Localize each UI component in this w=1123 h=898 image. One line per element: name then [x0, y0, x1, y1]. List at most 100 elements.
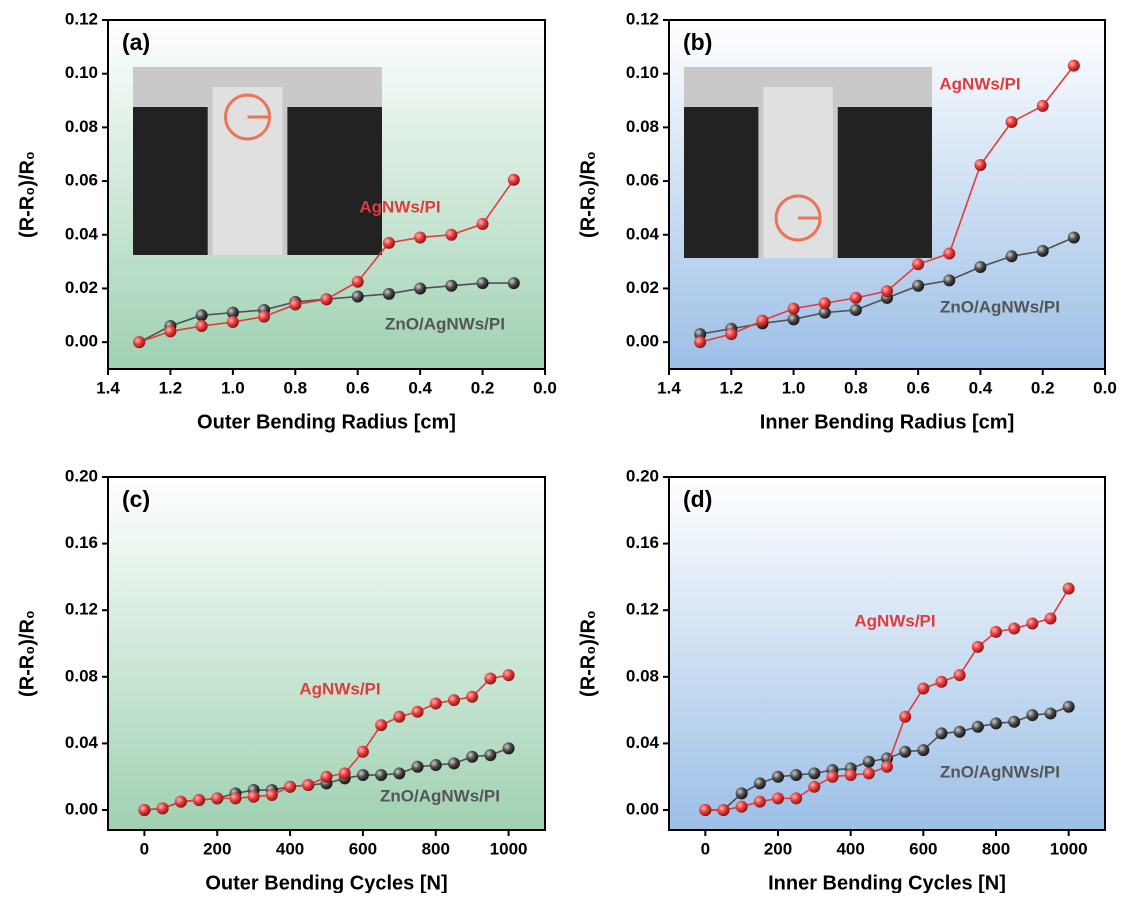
y-axis-label: (R-R₀)/R₀	[16, 610, 38, 697]
series-label: AgNWs/PI	[854, 611, 935, 630]
y-axis-label: (R-R₀)/R₀	[577, 151, 599, 238]
y-tick-label: 0.08	[65, 666, 98, 685]
data-point	[258, 310, 271, 323]
x-axis-label: Outer Bending Cycles [N]	[205, 872, 447, 893]
data-point	[943, 247, 956, 260]
data-point	[356, 745, 369, 758]
data-point	[818, 297, 831, 310]
data-point	[507, 277, 520, 290]
data-point	[284, 780, 297, 793]
data-point	[808, 767, 821, 780]
y-tick-label: 0.06	[65, 171, 98, 190]
data-point	[953, 669, 966, 682]
y-tick-label: 0.08	[626, 666, 659, 685]
y-tick-label: 0.10	[65, 63, 98, 82]
data-point	[138, 804, 151, 817]
data-point	[1026, 709, 1039, 722]
data-point	[917, 682, 930, 695]
data-point	[818, 306, 831, 319]
data-point	[195, 320, 208, 333]
data-point	[1008, 715, 1021, 728]
x-tick-label: 400	[836, 839, 864, 858]
data-point	[1036, 99, 1049, 112]
data-point	[414, 231, 427, 244]
x-tick-label: 0.4	[408, 378, 432, 397]
data-point	[862, 755, 875, 768]
x-tick-label: 0.4	[969, 378, 993, 397]
plot-frame	[107, 476, 546, 831]
x-tick-label: 200	[764, 839, 792, 858]
x-tick-label: 600	[349, 839, 377, 858]
data-point	[1067, 59, 1080, 72]
x-tick-label: 0.8	[283, 378, 307, 397]
inset-photo	[133, 67, 382, 255]
x-tick-label: 200	[203, 839, 231, 858]
series-label: AgNWs/PI	[299, 679, 380, 698]
data-point	[1062, 700, 1075, 713]
y-tick-label: 0.02	[626, 278, 659, 297]
data-point	[411, 760, 424, 773]
y-tick-label: 0.04	[65, 733, 99, 752]
x-axis-label: Outer Bending Radius [cm]	[197, 411, 456, 433]
x-tick-label: 600	[909, 839, 937, 858]
data-point	[943, 274, 956, 287]
series-label: AgNWs/PI	[359, 197, 440, 216]
panel-label: (c)	[122, 486, 150, 512]
series-label: ZnO/AgNWs/PI	[385, 314, 505, 333]
x-tick-label: 1.4	[657, 378, 681, 397]
data-point	[414, 282, 427, 295]
data-point	[917, 744, 930, 757]
data-point	[953, 725, 966, 738]
x-tick-label: 1000	[1050, 839, 1088, 858]
plot-frame	[668, 476, 1106, 831]
data-point	[484, 672, 497, 685]
y-tick-label: 0.00	[626, 800, 659, 819]
data-point	[247, 790, 260, 803]
film	[212, 87, 283, 255]
data-point	[699, 804, 712, 817]
clamp-right	[837, 107, 932, 258]
data-point	[289, 298, 302, 311]
data-point	[193, 794, 206, 807]
data-point	[1026, 617, 1039, 630]
data-point	[502, 742, 515, 755]
data-point	[351, 275, 364, 288]
data-point	[445, 228, 458, 241]
data-point	[1008, 622, 1021, 635]
data-point	[753, 777, 766, 790]
x-tick-label: 0.0	[533, 378, 557, 397]
plot-frame	[668, 19, 1106, 370]
x-tick-label: 0.6	[906, 378, 930, 397]
data-point	[735, 787, 748, 800]
y-tick-label: 0.16	[65, 533, 98, 552]
data-point	[484, 749, 497, 762]
x-tick-label: 0.6	[346, 378, 370, 397]
y-tick-label: 0.16	[626, 533, 659, 552]
data-point	[935, 675, 948, 688]
data-point	[211, 792, 224, 805]
data-point	[753, 795, 766, 808]
data-point	[466, 690, 479, 703]
x-axis-label: Inner Bending Cycles [N]	[768, 872, 1006, 893]
x-tick-label: 800	[982, 839, 1010, 858]
data-point	[787, 302, 800, 315]
data-point	[881, 752, 893, 765]
data-point	[912, 258, 925, 271]
y-tick-label: 0.08	[626, 117, 659, 136]
data-point	[990, 717, 1002, 730]
data-point	[849, 303, 862, 316]
data-point	[974, 158, 987, 171]
data-point	[164, 325, 177, 338]
data-point	[881, 760, 893, 773]
series-label: AgNWs/PI	[939, 74, 1020, 93]
data-point	[1005, 116, 1018, 129]
data-point	[133, 336, 146, 349]
data-point	[502, 669, 515, 682]
data-point	[195, 309, 208, 322]
data-point	[790, 792, 803, 805]
data-point	[862, 767, 875, 780]
y-tick-label: 0.12	[65, 600, 98, 619]
data-point	[393, 710, 406, 723]
data-point	[320, 770, 333, 783]
y-tick-label: 0.20	[626, 466, 659, 485]
